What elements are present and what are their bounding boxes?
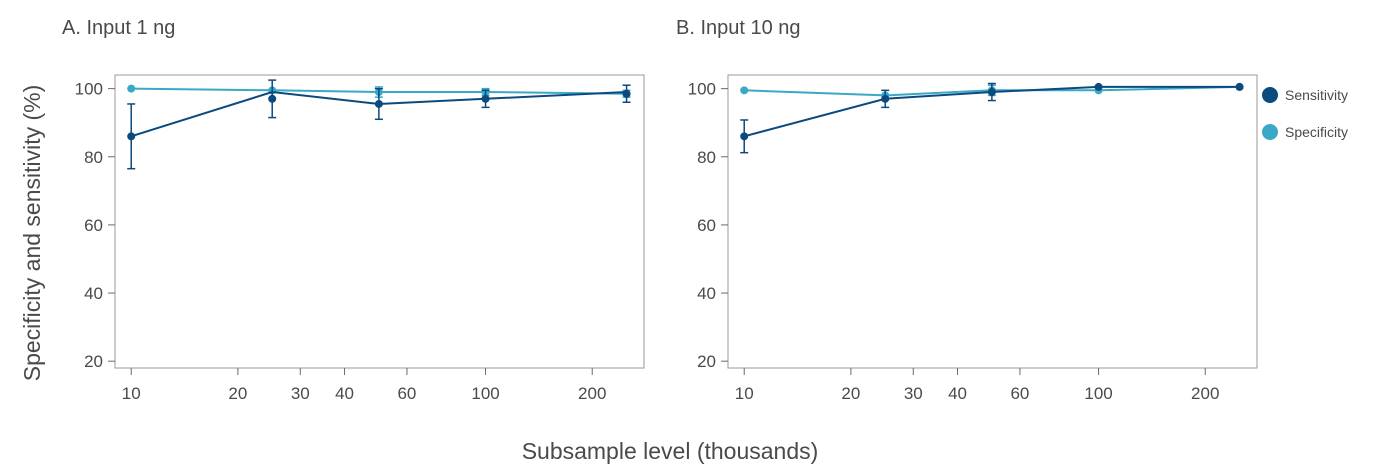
legend: Sensitivity Specificity xyxy=(1262,87,1348,140)
data-point-sensitivity xyxy=(127,132,136,141)
x-tick-label: 200 xyxy=(1191,384,1219,403)
y-tick-label: 60 xyxy=(697,216,716,235)
x-tick-label: 20 xyxy=(841,384,860,403)
x-tick-label: 30 xyxy=(291,384,310,403)
x-tick-label: 10 xyxy=(735,384,754,403)
x-tick-label: 20 xyxy=(228,384,247,403)
y-tick-label: 20 xyxy=(697,352,716,371)
y-axis-title: Specificity and sensitivity (%) xyxy=(19,85,45,382)
y-tick-label: 80 xyxy=(697,148,716,167)
legend-marker-sensitivity xyxy=(1262,87,1278,103)
x-tick-label: 100 xyxy=(1084,384,1112,403)
x-tick-label: 200 xyxy=(578,384,606,403)
legend-marker-specificity xyxy=(1262,124,1278,140)
data-point-sensitivity xyxy=(740,132,749,141)
x-tick-label: 40 xyxy=(948,384,967,403)
x-tick-label: 60 xyxy=(397,384,416,403)
data-point-sensitivity xyxy=(374,99,383,108)
panel-a: A. Input 1 ng 20 40 60 80 100 10 20 30 40 60 100 200 xyxy=(62,17,645,403)
x-tick-label: 30 xyxy=(904,384,923,403)
y-tick-label: 100 xyxy=(688,80,716,99)
data-point-sensitivity xyxy=(268,94,277,103)
x-tick-label: 10 xyxy=(122,384,141,403)
series-sensitivity xyxy=(127,79,631,170)
y-tick-label: 20 xyxy=(84,352,103,371)
x-axis-title: Subsample level (thousands) xyxy=(522,438,819,464)
y-tick-label: 100 xyxy=(75,80,103,99)
y-tick-label: 40 xyxy=(697,284,716,303)
series-sensitivity xyxy=(740,82,1244,154)
legend-label-specificity: Specificity xyxy=(1285,124,1348,140)
data-point-sensitivity xyxy=(987,88,996,97)
y-tick-label: 60 xyxy=(84,216,103,235)
legend-label-sensitivity: Sensitivity xyxy=(1285,87,1348,103)
panel-title: B. Input 10 ng xyxy=(676,17,801,39)
x-tick-label: 40 xyxy=(335,384,354,403)
data-point-sensitivity xyxy=(1235,82,1244,91)
data-point-sensitivity xyxy=(622,89,631,98)
y-tick-label: 80 xyxy=(84,148,103,167)
x-tick-label: 100 xyxy=(471,384,499,403)
plot-frame xyxy=(727,74,1258,369)
data-point-sensitivity xyxy=(481,94,490,103)
y-tick-label: 40 xyxy=(84,284,103,303)
panel-title: A. Input 1 ng xyxy=(62,17,175,39)
data-point-sensitivity xyxy=(1094,82,1103,91)
panel-b: B. Input 10 ng 20 40 60 80 100 10 20 30 40 60 100 20… xyxy=(676,17,1258,403)
data-point-specificity xyxy=(740,86,749,95)
data-point-sensitivity xyxy=(881,94,890,103)
plot-frame xyxy=(114,74,645,369)
x-tick-label: 60 xyxy=(1010,384,1029,403)
data-point-specificity xyxy=(127,84,136,93)
